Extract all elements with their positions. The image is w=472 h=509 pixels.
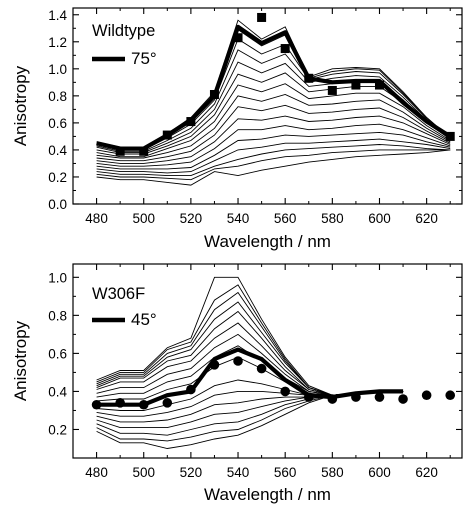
x-tick-label: 600 — [368, 465, 391, 480]
data-point-circle — [280, 387, 290, 397]
y-tick-label: 0.0 — [48, 197, 67, 212]
x-tick-label: 620 — [415, 465, 438, 480]
data-point-square — [139, 147, 148, 156]
y-tick-label: 0.2 — [48, 422, 67, 437]
data-point-square — [351, 81, 360, 90]
data-point-square — [163, 131, 172, 140]
data-point-circle — [115, 398, 125, 408]
x-tick-label: 580 — [321, 465, 344, 480]
data-point-circle — [445, 390, 455, 400]
thin-curves — [97, 20, 451, 185]
data-point-square — [446, 132, 455, 141]
x-tick-label: 500 — [132, 465, 155, 480]
data-point-square — [328, 86, 337, 95]
data-point-square — [210, 90, 219, 99]
x-tick-label: 500 — [132, 211, 155, 226]
data-point-circle — [163, 398, 173, 408]
x-tick-label: 480 — [85, 211, 108, 226]
data-point-square — [281, 44, 290, 53]
thin-curve-9 — [97, 334, 404, 395]
y-tick-label: 0.2 — [48, 170, 67, 185]
data-point-circle — [210, 360, 220, 370]
data-point-circle — [375, 392, 385, 402]
data-point-circle — [257, 364, 267, 374]
data-point-square — [186, 117, 195, 126]
data-point-square — [375, 81, 384, 90]
data-point-circle — [398, 394, 408, 404]
data-point-square — [257, 13, 266, 22]
thin-curve-10 — [97, 73, 451, 154]
legend-label: 45° — [131, 310, 157, 329]
x-tick-label: 580 — [321, 211, 344, 226]
data-point-circle — [139, 400, 149, 410]
data-point-circle — [186, 385, 196, 395]
data-point-circle — [92, 400, 102, 410]
y-tick-label: 1.0 — [48, 62, 67, 77]
x-axis-title: Wavelength / nm — [204, 232, 331, 251]
x-tick-label: 540 — [227, 211, 250, 226]
y-axis-title: Anisotropy — [11, 320, 30, 401]
x-tick-label: 560 — [274, 465, 297, 480]
y-tick-label: 0.8 — [48, 89, 67, 104]
x-tick-label: 600 — [368, 211, 391, 226]
panel-wildtype: 480 500 520 540 560 580 600 620 0.0 0.2 0.4 0.6 0.8 1… — [11, 8, 462, 251]
x-tick-label: 560 — [274, 211, 297, 226]
y-tick-label: 1.2 — [48, 35, 67, 50]
thin-curve-10 — [97, 323, 404, 395]
panel-w306f: 480 500 520 540 560 580 600 6200.20.40.60.81.0 … — [11, 264, 462, 504]
y-tick-label: 0.4 — [48, 143, 67, 158]
thin-curve-0 — [97, 150, 451, 185]
x-tick-label: 540 — [227, 465, 250, 480]
data-point-circle — [328, 394, 338, 404]
thin-curve-11 — [97, 62, 451, 153]
y-tick-label: 0.8 — [48, 308, 67, 323]
y-tick-label: 1.0 — [48, 270, 67, 285]
data-point-square — [116, 147, 125, 156]
data-point-circle — [304, 392, 314, 402]
y-tick-label: 0.4 — [48, 384, 67, 399]
legend-label: 75° — [131, 49, 157, 68]
y-tick-label: 0.6 — [48, 346, 67, 361]
x-axis-title: Wavelength / nm — [204, 485, 331, 504]
data-point-square — [234, 33, 243, 42]
data-point-circle — [351, 392, 361, 402]
x-tick-label: 520 — [180, 465, 203, 480]
x-tick-label: 480 — [85, 465, 108, 480]
y-axis-title: Anisotropy — [11, 65, 30, 146]
data-point-square — [304, 74, 313, 83]
panel-label: W306F — [92, 285, 145, 303]
panel-label: Wildtype — [92, 22, 155, 40]
data-point-circle — [233, 356, 243, 366]
x-tick-label: 620 — [415, 211, 438, 226]
tick-labels: 480 500 520 540 560 580 600 620 0.0 0.2 0.4 0.6 0.8 1… — [48, 8, 438, 226]
data-point-circle — [422, 390, 432, 400]
x-tick-label: 520 — [180, 211, 203, 226]
y-tick-label: 1.4 — [48, 8, 67, 23]
y-tick-label: 0.6 — [48, 116, 67, 131]
